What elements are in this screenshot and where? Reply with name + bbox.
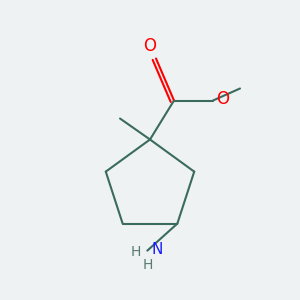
Text: O: O [143, 38, 157, 56]
Text: N: N [152, 242, 163, 256]
Text: O: O [216, 90, 229, 108]
Text: H: H [142, 258, 152, 272]
Text: H: H [131, 245, 141, 259]
